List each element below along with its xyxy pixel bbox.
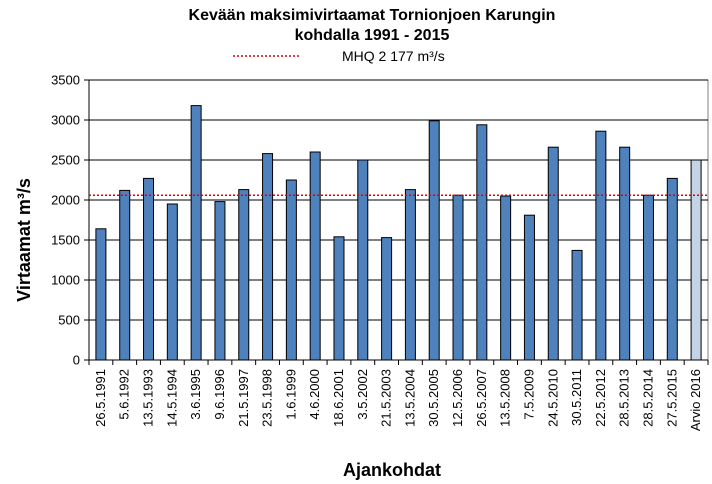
x-tick-label: 28.5.2013 [617, 369, 632, 427]
x-tick-label: Arvio 2016 [688, 369, 703, 431]
bar [666, 177, 678, 361]
bar [333, 236, 345, 361]
bar [523, 214, 535, 361]
legend-label-reference-line: MHQ 2 177 m³/s [342, 48, 445, 64]
x-tick-label: 9.6.1996 [212, 369, 227, 420]
y-tick-label: 500 [58, 313, 80, 328]
bar [428, 120, 440, 361]
x-tick-label: 28.5.2014 [640, 369, 655, 427]
x-tick-label: 18.6.2001 [331, 369, 346, 427]
x-tick-label: 13.5.1993 [141, 369, 156, 427]
bar [166, 203, 178, 361]
y-tick-label: 2000 [51, 193, 80, 208]
bar [452, 194, 464, 361]
bar [619, 146, 631, 361]
x-tick-label: 14.5.1994 [164, 369, 179, 427]
bar [476, 124, 488, 361]
chart-title-line1: Kevään maksimivirtaamat Tornionjoen Karu… [189, 7, 556, 24]
plot-area [88, 79, 709, 361]
x-tick-label: 3.5.2002 [355, 369, 370, 420]
x-tick-label: 3.6.1995 [188, 369, 203, 420]
x-tick-label: 1.6.1999 [283, 369, 298, 420]
bar [119, 189, 131, 361]
bar [285, 179, 297, 361]
bar [500, 195, 512, 361]
bar [238, 189, 250, 361]
bars [95, 105, 702, 361]
bar-estimate [690, 159, 702, 361]
y-tick-label: 1500 [51, 233, 80, 248]
y-tick-label: 3500 [51, 73, 80, 88]
x-tick-label: 30.5.2011 [569, 369, 584, 426]
x-tick-label: 4.6.2000 [307, 369, 322, 420]
x-tick-label: 13.5.2008 [498, 369, 513, 427]
y-axis-ticks: 0 500 1000 1500 2000 2500 3000 3500 [51, 73, 89, 368]
bar [214, 201, 226, 361]
plot-frame [88, 79, 709, 361]
bar [357, 159, 369, 361]
bar [309, 151, 321, 361]
y-tick-label: 0 [73, 353, 80, 368]
x-tick-label: 26.5.2007 [474, 369, 489, 427]
x-tick-label: 13.5.2004 [402, 369, 417, 427]
bar [595, 130, 607, 361]
bar [404, 189, 416, 361]
x-tick-label: 7.5.2009 [521, 369, 536, 420]
y-tick-label: 3000 [51, 113, 80, 128]
legend: MHQ 2 177 m³/s [233, 48, 445, 64]
x-tick-label: 26.5.1991 [93, 369, 108, 427]
x-tick-label: 21.5.1997 [236, 369, 251, 427]
x-tick-label: 23.5.1998 [260, 369, 275, 427]
x-tick-label: 21.5.2003 [379, 369, 394, 427]
bar [143, 177, 155, 361]
y-tick-label: 2500 [51, 153, 80, 168]
chart-title-line2: kohdalla 1991 - 2015 [295, 27, 450, 44]
bar [190, 105, 202, 361]
bar [547, 146, 559, 361]
x-axis-title: Ajankohdat [343, 460, 441, 480]
bar [381, 237, 393, 361]
y-axis-title: Virtaamat m³/s [14, 178, 34, 302]
bar [95, 228, 107, 361]
bar [571, 249, 583, 361]
x-tick-label: 5.6.1992 [117, 369, 132, 420]
x-axis-ticks: 26.5.1991 5.6.1992 13.5.1993 14.5.1994 3.6.1… [88, 360, 709, 431]
x-tick-label: 12.5.2006 [450, 369, 465, 427]
bar [642, 194, 654, 361]
x-tick-label: 30.5.2005 [426, 369, 441, 427]
y-tick-label: 1000 [51, 273, 80, 288]
x-tick-label: 24.5.2010 [545, 369, 560, 427]
bar [262, 153, 274, 361]
x-tick-label: 27.5.2015 [664, 369, 679, 427]
x-tick-label: 22.5.2012 [593, 369, 608, 427]
